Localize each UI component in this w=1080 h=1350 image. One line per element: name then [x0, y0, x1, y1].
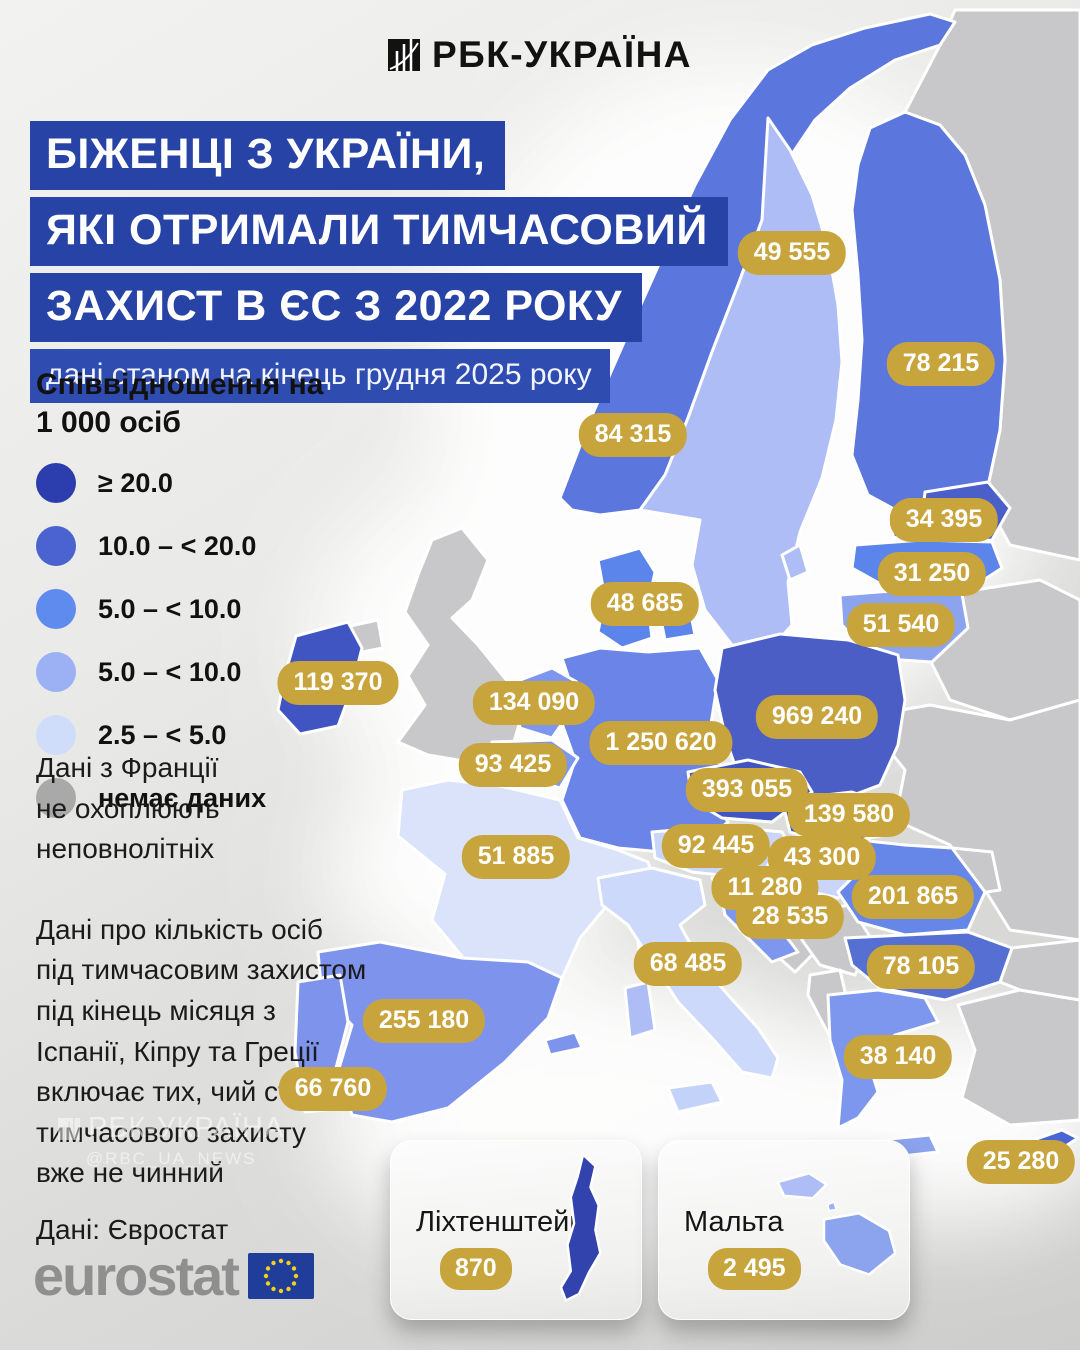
title-subtitle: дані станом на кінець грудня 2025 року — [30, 349, 610, 403]
legend-item: немає даних — [36, 778, 323, 818]
value-badge-cyprus: 25 280 — [966, 1140, 1076, 1184]
note-france: Дані з Франції не охоплюють неповнолітні… — [36, 752, 220, 865]
legend-item-label: 10.0 – < 20.0 — [98, 530, 257, 561]
value-badge-portugal: 66 760 — [278, 1067, 388, 1111]
footnotes: Дані з Франції не охоплюють неповнолітні… — [36, 748, 386, 1194]
value-badge-denmark: 48 685 — [590, 582, 700, 626]
island-balearic — [543, 1030, 584, 1057]
eurostat-wordmark: eurostat — [33, 1244, 240, 1307]
malta-shape — [776, 1172, 897, 1276]
value-badge-hungary: 43 300 — [767, 836, 877, 880]
title-block: БІЖЕНЦІ З УКРАЇНИ, ЯКІ ОТРИМАЛИ ТИМЧАСОВ… — [30, 121, 728, 403]
card-value-badge: 870 — [440, 1248, 512, 1290]
watermark-brand: РБК-УКРАЇНА — [58, 1112, 284, 1145]
value-badge-poland: 969 240 — [755, 695, 879, 739]
card-malta: Мальта 2 495 — [658, 1140, 910, 1320]
legend-color-dot — [36, 778, 76, 818]
title-line-3: ЗАХИСТ В ЄС З 2022 РОКУ — [30, 273, 642, 342]
country-turkey — [956, 988, 1080, 1127]
value-badge-germany: 1 250 620 — [589, 721, 733, 765]
legend-item: 5.0 – < 10.0 — [36, 589, 323, 629]
card-country-name: Ліхтенштейн — [416, 1206, 586, 1238]
value-badge-bulgaria: 78 105 — [866, 945, 976, 989]
legend-color-dot — [36, 526, 76, 566]
legend-color-dot — [36, 652, 76, 692]
watermark-handle: @RBC_UA_NEWS — [85, 1149, 257, 1168]
value-badge-czechia: 393 055 — [685, 768, 809, 812]
eurostat-logo: eurostat — [33, 1248, 314, 1304]
liechtenstein-shape — [559, 1153, 602, 1302]
value-badge-spain: 255 180 — [362, 999, 486, 1043]
value-badge-france: 51 885 — [461, 835, 571, 879]
legend-item: 10.0 – < 20.0 — [36, 526, 323, 566]
legend-item-label: немає даних — [98, 782, 267, 813]
rbc-logo-icon-watermark — [58, 1117, 80, 1140]
value-badge-belgium: 93 425 — [458, 743, 568, 787]
card-country-name: Мальта — [684, 1206, 784, 1238]
legend-item-label: 5.0 – < 10.0 — [98, 656, 242, 687]
rbc-logo-icon — [387, 39, 420, 71]
title-line-2: ЯКІ ОТРИМАЛИ ТИМЧАСОВИЙ — [30, 197, 728, 266]
legend-item-label: 2.5 – < 5.0 — [98, 719, 227, 750]
brand-title: РБК-УКРАЇНА — [431, 34, 693, 75]
value-badge-norway: 84 315 — [578, 413, 688, 457]
value-badge-croatia: 28 535 — [735, 895, 845, 939]
legend-items: ≥ 20.0 10.0 – < 20.0 5.0 – < 10.0 5.0 – … — [36, 463, 323, 818]
legend-item-label: 5.0 – < 10.0 — [98, 593, 242, 624]
legend-item: 2.5 – < 5.0 — [36, 715, 323, 755]
island-sicily — [666, 1080, 724, 1114]
eu-flag-icon — [247, 1253, 314, 1299]
card-value-badge: 2 495 — [708, 1248, 801, 1290]
legend-color-dot — [36, 715, 76, 755]
map-legend: Співвідношення на 1 000 осіб ≥ 20.0 10.0… — [36, 366, 323, 841]
legend-item: 5.0 – < 10.0 — [36, 652, 323, 692]
value-badge-ireland: 119 370 — [277, 661, 399, 705]
legend-item: ≥ 20.0 — [36, 463, 323, 503]
card-liechtenstein: Ліхтенштейн 870 — [390, 1140, 642, 1320]
value-badge-italy: 68 485 — [633, 942, 743, 986]
value-badge-estonia: 34 395 — [889, 498, 999, 542]
value-badge-finland: 78 215 — [886, 342, 996, 386]
value-badge-austria: 92 445 — [661, 824, 771, 868]
legend-item-label: ≥ 20.0 — [98, 467, 173, 498]
value-badge-latvia: 31 250 — [877, 552, 987, 596]
legend-color-dot — [36, 589, 76, 629]
value-badge-netherlands: 134 090 — [472, 681, 596, 725]
legend-color-dot — [36, 463, 76, 503]
watermark: РБК-УКРАЇНА @RBC_UA_NEWS — [58, 1112, 284, 1169]
legend-title: Співвідношення на 1 000 осіб — [36, 368, 324, 439]
island-gotland — [780, 543, 810, 582]
header-brand: РБК-УКРАЇНА — [0, 34, 1080, 76]
note-status: Дані про кількість осіб під тимчасовим з… — [36, 913, 367, 1189]
value-badge-slovakia: 139 580 — [787, 793, 911, 837]
island-sardinia — [623, 980, 657, 1040]
data-source-label: Дані: Євростат — [36, 1214, 229, 1245]
title-line-1: БІЖЕНЦІ З УКРАЇНИ, — [30, 121, 506, 190]
value-badge-romania: 201 865 — [851, 875, 975, 919]
value-badge-lithuania: 51 540 — [846, 603, 956, 647]
value-badge-sweden: 49 555 — [737, 231, 847, 275]
value-badge-greece: 38 140 — [843, 1035, 953, 1079]
